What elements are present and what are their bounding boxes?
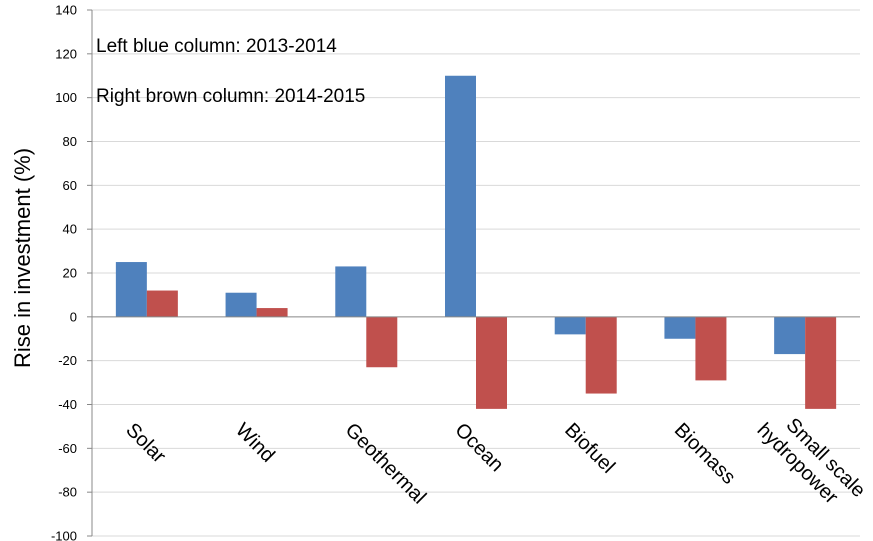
bar-series-2-ocean: [476, 316, 507, 409]
category-labels: Solar Wind Geothermal Ocean Biofuel Biomass Sm…: [121, 414, 870, 509]
y-tick-label: -20: [58, 353, 77, 368]
y-tick-label: -60: [58, 441, 77, 456]
bar-series-2-biofuel: [585, 316, 617, 394]
category-label: Geothermal: [341, 419, 430, 508]
bar-series-2-biomass: [695, 316, 727, 381]
category-label: Solar: [121, 419, 170, 468]
bar-series-1-biofuel: [554, 316, 586, 335]
category-label: Biomass: [670, 419, 740, 489]
bar-series-1-wind: [225, 292, 257, 317]
annotation-left-blue: Left blue column: 2013-2014: [96, 36, 337, 57]
y-tick-labels: -100 -80 -60 -40 -20 0 20 40 60 80 100 120 140: [51, 3, 92, 541]
y-tick-label: 100: [55, 90, 77, 105]
bar-series-1-small-scale-hydropower: [774, 316, 806, 355]
bar-series-1-ocean: [445, 75, 476, 317]
y-tick-label: 120: [55, 46, 77, 61]
bar-series-1-geothermal: [335, 266, 367, 317]
y-tick-label: 60: [63, 178, 77, 193]
category-label: Wind: [231, 419, 279, 467]
y-tick-label: 140: [55, 3, 77, 18]
y-tick-label: -40: [58, 397, 77, 412]
y-tick-label: 40: [63, 222, 77, 237]
category-label: Ocean: [450, 419, 507, 476]
bar-series-2-solar: [146, 290, 178, 317]
bar-series-1-solar: [115, 262, 147, 317]
bars: [115, 75, 837, 409]
y-tick-label: 20: [63, 266, 77, 281]
y-tick-label: 0: [70, 309, 77, 324]
bar-series-2-geothermal: [366, 316, 398, 368]
y-tick-label: -80: [58, 485, 77, 500]
bar-series-2-small-scale-hydropower: [805, 316, 837, 409]
annotation-right-brown: Right brown column: 2014-2015: [96, 86, 365, 107]
bar-series-2-wind: [256, 308, 288, 317]
y-tick-label: -100: [51, 529, 77, 541]
bar-series-1-biomass: [664, 316, 696, 339]
y-axis-label: Rise in investment (%): [10, 148, 35, 368]
y-tick-label: 80: [63, 134, 77, 149]
